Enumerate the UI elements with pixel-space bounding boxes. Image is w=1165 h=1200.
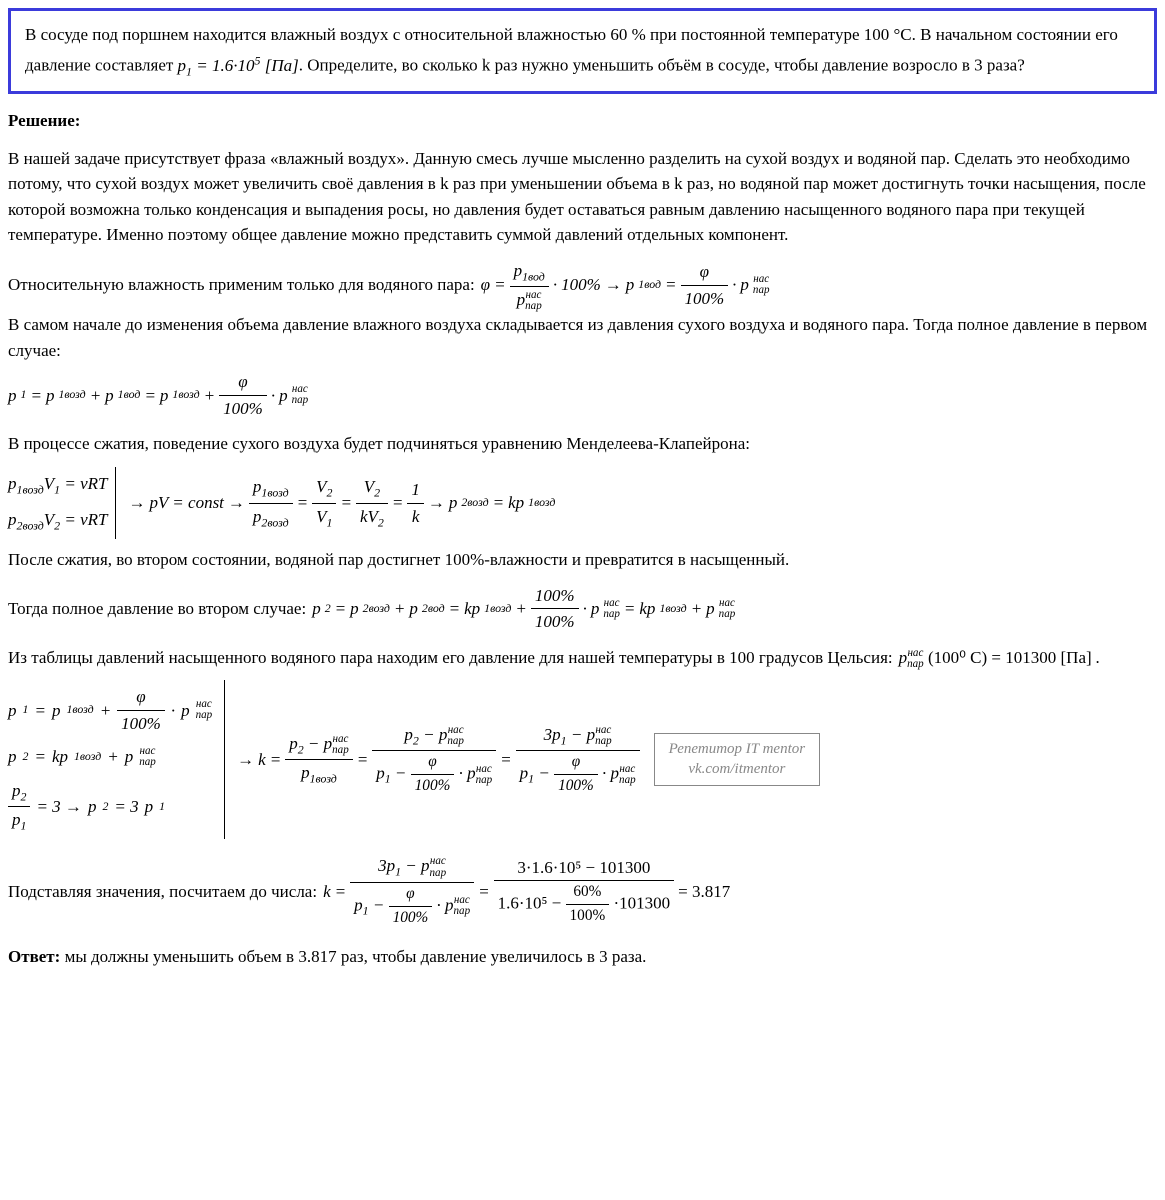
watermark-box: Репетитор IT mentor vk.com/itmentor xyxy=(654,733,820,786)
pnas-value: pнаспар (100⁰ C) = 101300 [Па] . xyxy=(899,645,1101,671)
p1-total-formula: p1 = p1возд + p1вод = p1возд + φ 100% · … xyxy=(8,369,308,421)
solution-title: Решение: xyxy=(8,108,1157,134)
humidity-formula: φ = p1вод pнаспар ·100% → p1вод = φ 100%… xyxy=(481,258,770,313)
pnas-line: Из таблицы давлений насыщенного водяного… xyxy=(8,645,1157,671)
watermark-line2: vk.com/itmentor xyxy=(688,761,785,777)
p2-formula: p2 = p2возд + p2вод = kp1возд + 100% 100… xyxy=(312,583,735,635)
problem-statement-box: В сосуде под поршнем находится влажный в… xyxy=(8,8,1157,94)
answer-line: Ответ: мы должны уменьшить объем в 3.817… xyxy=(8,944,1157,970)
answer-text: мы должны уменьшить объем в 3.817 раз, ч… xyxy=(65,947,647,966)
answer-label: Ответ: xyxy=(8,947,60,966)
final-calculation-line: Подставляя значения, посчитаем до числа:… xyxy=(8,853,1157,929)
solution-para2: В самом начале до изменения объема давле… xyxy=(8,312,1157,363)
solution-para3: В процессе сжатия, поведение сухого возд… xyxy=(8,431,1157,457)
problem-p1-value: p1 = 1.6·105 [Па] xyxy=(178,56,299,75)
watermark-line1: Репетитор IT mentor xyxy=(669,741,805,757)
solution-para6: Из таблицы давлений насыщенного водяного… xyxy=(8,645,893,671)
humidity-equation-line: Относительную влажность применим только … xyxy=(8,258,1157,313)
humidity-text: Относительную влажность применим только … xyxy=(8,272,475,298)
mendeleev-equation: p1воздV1 = νRT p2воздV2 = νRT → pV = con… xyxy=(8,467,1157,540)
problem-text-after: . Определите, во сколько k раз нужно уме… xyxy=(299,56,1025,75)
solution-para4: После сжатия, во втором состоянии, водян… xyxy=(8,547,1157,573)
para2-line: В самом начале до изменения объема давле… xyxy=(8,312,1157,421)
solution-para1: В нашей задаче присутствует фраза «влажн… xyxy=(8,146,1157,248)
system-and-k-derivation: p1 = p1возд + φ100% · pнаспар p2 = kp1во… xyxy=(8,680,1157,839)
p2-line: Тогда полное давление во втором случае: … xyxy=(8,583,1157,635)
solution-para5: Тогда полное давление во втором случае: xyxy=(8,596,306,622)
final-k-formula: k = 3p1 − pнаспар p1 − φ100% · pнаспар =… xyxy=(323,853,730,929)
substitute-text: Подставляя значения, посчитаем до числа: xyxy=(8,879,317,905)
